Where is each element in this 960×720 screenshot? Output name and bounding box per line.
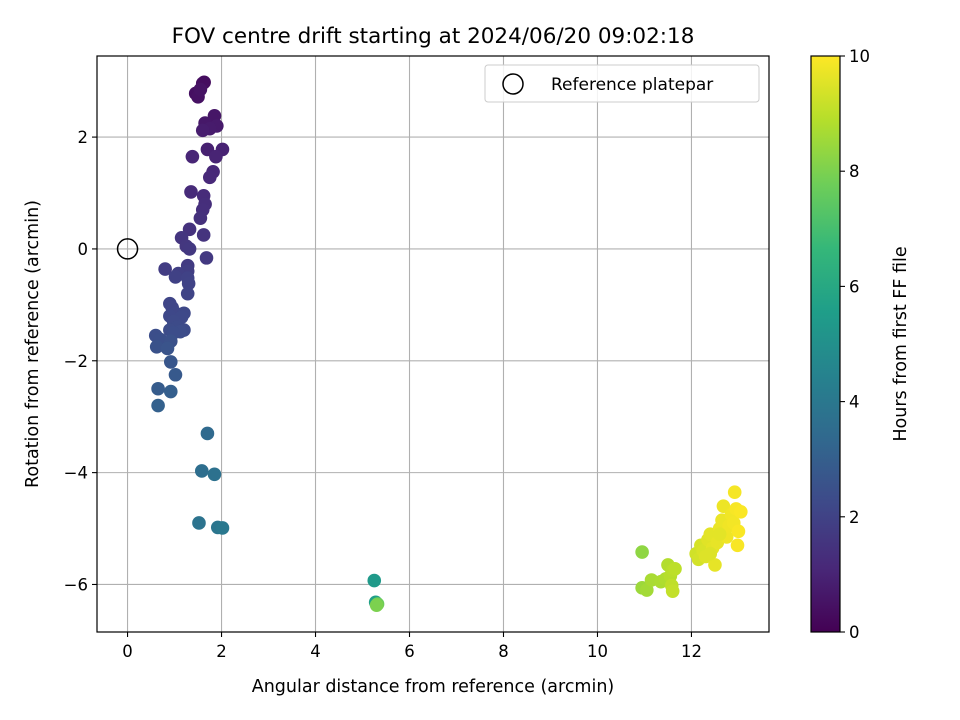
x-tick-label: 6 bbox=[404, 642, 415, 661]
data-point bbox=[196, 228, 211, 242]
colorbar-tick-label: 6 bbox=[849, 277, 860, 296]
data-point bbox=[182, 242, 197, 256]
data-point bbox=[708, 558, 722, 572]
data-point bbox=[734, 504, 748, 519]
data-point bbox=[665, 584, 680, 598]
data-point bbox=[209, 149, 223, 164]
data-point bbox=[181, 276, 196, 291]
colorbar-label: Hours from first FF file bbox=[891, 246, 911, 441]
data-point bbox=[192, 516, 206, 530]
data-point bbox=[163, 355, 178, 369]
data-point bbox=[635, 545, 649, 559]
data-point bbox=[207, 467, 222, 482]
data-point bbox=[180, 286, 195, 301]
y-tick-label: 0 bbox=[78, 240, 89, 259]
data-point bbox=[703, 546, 718, 561]
data-point bbox=[193, 211, 208, 225]
data-point bbox=[163, 384, 178, 399]
data-point bbox=[194, 464, 209, 478]
data-point bbox=[193, 82, 208, 97]
x-tick-label: 4 bbox=[310, 642, 321, 661]
data-point bbox=[215, 521, 230, 535]
data-point bbox=[168, 367, 183, 382]
y-axis-ticks: −6 −4 −2 0 2 bbox=[64, 128, 97, 594]
data-points bbox=[148, 75, 748, 612]
data-point bbox=[731, 524, 746, 539]
data-point bbox=[668, 562, 682, 576]
colorbar-tick-label: 0 bbox=[849, 623, 860, 642]
y-tick-label: −2 bbox=[64, 352, 88, 371]
colorbar-tick-label: 2 bbox=[849, 508, 860, 527]
colorbar-tick-label: 4 bbox=[849, 393, 860, 412]
reference-marker bbox=[116, 238, 139, 260]
data-point bbox=[184, 185, 198, 199]
y-axis-label: Rotation from reference (arcmin) bbox=[23, 200, 43, 488]
data-point bbox=[195, 123, 210, 138]
y-tick-label: −4 bbox=[64, 464, 88, 483]
grid-lines bbox=[97, 56, 769, 632]
x-tick-label: 0 bbox=[122, 642, 133, 661]
data-point bbox=[151, 381, 165, 396]
x-tick-label: 8 bbox=[498, 642, 509, 661]
data-point bbox=[199, 251, 214, 265]
legend-marker-icon bbox=[502, 73, 524, 95]
data-point bbox=[200, 426, 215, 441]
data-point bbox=[149, 339, 164, 354]
data-point bbox=[727, 485, 742, 499]
legend-box bbox=[484, 64, 760, 103]
legend: Reference platepar bbox=[484, 64, 760, 103]
colorbar-ticks: 0 2 4 6 8 10 bbox=[840, 47, 870, 642]
x-tick-label: 12 bbox=[681, 642, 702, 661]
x-tick-label: 10 bbox=[587, 642, 608, 661]
data-point bbox=[151, 398, 165, 413]
x-tick-label: 2 bbox=[216, 642, 227, 661]
legend-label: Reference platepar bbox=[551, 75, 713, 95]
data-point bbox=[367, 573, 382, 588]
data-point bbox=[168, 270, 183, 284]
colorbar-tick-label: 10 bbox=[849, 47, 870, 66]
x-axis-ticks: 0 2 4 6 8 10 12 bbox=[122, 632, 702, 661]
data-point bbox=[185, 149, 200, 164]
colorbar: 0 2 4 6 8 10 Hours from first FF file bbox=[810, 47, 911, 642]
reference-layer bbox=[116, 238, 139, 260]
data-point bbox=[369, 598, 384, 612]
colorbar-gradient bbox=[811, 56, 840, 632]
chart-title: FOV centre drift starting at 2024/06/20 … bbox=[172, 24, 695, 49]
data-point bbox=[202, 170, 217, 185]
y-tick-label: 2 bbox=[78, 128, 89, 147]
data-point bbox=[160, 341, 175, 356]
colorbar-frame bbox=[810, 55, 841, 633]
data-point bbox=[712, 527, 727, 541]
colorbar-tick-label: 8 bbox=[849, 162, 860, 181]
data-point bbox=[158, 262, 172, 276]
x-axis-label: Angular distance from reference (arcmin) bbox=[252, 677, 615, 697]
y-tick-label: −6 bbox=[64, 575, 88, 594]
plot-frame bbox=[96, 55, 770, 633]
data-point bbox=[730, 538, 745, 553]
